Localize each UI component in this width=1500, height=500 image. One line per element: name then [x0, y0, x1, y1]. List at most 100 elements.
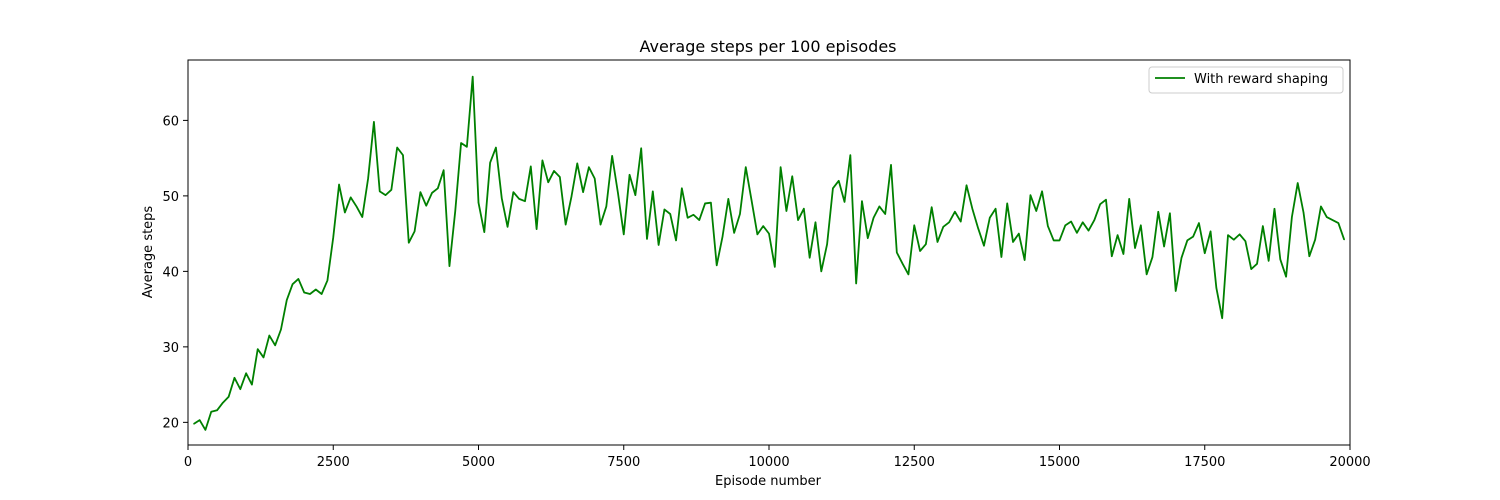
data-point	[698, 219, 700, 221]
data-point	[803, 208, 805, 210]
x-tick-label: 7500	[607, 455, 640, 470]
data-point	[431, 192, 433, 194]
data-point	[1035, 210, 1037, 212]
data-point	[379, 190, 381, 192]
data-point	[925, 243, 927, 245]
data-point	[199, 419, 201, 421]
data-point	[594, 177, 596, 180]
data-point	[1070, 220, 1072, 223]
series-line	[193, 75, 1346, 431]
data-point	[518, 198, 520, 200]
data-point	[762, 225, 764, 227]
data-point	[634, 194, 636, 196]
data-point	[419, 191, 421, 193]
data-point	[739, 213, 741, 215]
data-point	[669, 213, 671, 215]
data-point	[745, 166, 747, 168]
data-point	[309, 293, 311, 295]
data-point	[919, 250, 921, 252]
data-point	[1256, 263, 1258, 265]
data-point	[582, 191, 584, 193]
data-point	[1163, 245, 1165, 248]
data-point	[628, 174, 631, 176]
data-point	[576, 162, 578, 165]
data-point	[913, 224, 915, 226]
data-point	[849, 154, 851, 156]
data-point	[994, 208, 997, 210]
data-point	[1221, 317, 1223, 319]
data-point	[390, 189, 392, 191]
data-point	[1204, 252, 1206, 254]
data-point	[257, 348, 259, 350]
data-point	[820, 270, 822, 272]
data-point	[530, 165, 532, 168]
data-point	[1029, 194, 1032, 196]
x-tick-label: 5000	[462, 455, 495, 470]
data-point	[280, 328, 282, 331]
data-point	[408, 242, 410, 244]
legend: With reward shaping	[1148, 66, 1344, 94]
data-point	[809, 257, 811, 259]
data-point	[617, 192, 619, 194]
data-point	[437, 187, 439, 189]
y-tick-label: 60	[162, 114, 179, 129]
data-point	[1244, 240, 1247, 242]
data-point	[902, 263, 904, 265]
data-point	[989, 217, 991, 219]
data-point	[355, 205, 358, 208]
data-point	[361, 216, 363, 218]
data-point	[536, 228, 538, 230]
data-point	[1285, 276, 1287, 278]
legend-label: With reward shaping	[1194, 72, 1328, 87]
chart-title: Average steps per 100 episodes	[639, 37, 896, 56]
data-point	[1140, 224, 1142, 226]
data-point	[1169, 212, 1171, 214]
data-point	[297, 278, 299, 280]
data-point	[1250, 268, 1252, 270]
data-point	[936, 241, 939, 243]
data-point	[884, 213, 886, 215]
data-point	[1087, 230, 1090, 232]
data-point	[524, 200, 526, 202]
data-point	[727, 198, 729, 200]
x-tick-label: 0	[184, 455, 192, 470]
data-point	[367, 177, 369, 180]
data-point	[489, 162, 491, 164]
data-point	[960, 220, 962, 223]
data-point	[1134, 247, 1136, 249]
data-point	[832, 187, 834, 189]
data-point	[931, 206, 933, 208]
x-tick-label: 10000	[748, 455, 789, 470]
y-tick-label: 20	[162, 416, 179, 431]
data-point	[1233, 239, 1235, 241]
x-axis: 0 2500 5000 7500 10000 12500 15000 17500 20000	[184, 445, 1371, 470]
data-point	[599, 223, 602, 226]
data-point	[547, 181, 549, 183]
data-point	[1337, 222, 1339, 224]
data-point	[454, 210, 456, 212]
x-axis-label: Episode number	[715, 474, 822, 489]
data-point	[1018, 233, 1020, 235]
data-point	[658, 244, 660, 246]
data-point	[1198, 222, 1200, 224]
data-point	[1268, 260, 1270, 262]
data-point	[1105, 199, 1107, 201]
data-point	[797, 219, 799, 221]
data-point	[1302, 211, 1305, 214]
data-point	[1326, 216, 1328, 218]
data-point	[890, 164, 892, 166]
data-point	[942, 226, 944, 228]
data-point	[1076, 232, 1078, 234]
data-point	[663, 208, 666, 211]
data-point	[425, 205, 427, 207]
data-point	[483, 231, 485, 233]
data-point	[855, 282, 857, 285]
data-point	[1047, 225, 1049, 227]
data-point	[687, 217, 689, 219]
x-tick-label: 15000	[1039, 455, 1080, 470]
data-point	[861, 200, 863, 202]
data-point	[1128, 198, 1130, 200]
data-point	[1053, 239, 1055, 242]
data-point	[721, 236, 724, 238]
data-point	[896, 251, 898, 254]
